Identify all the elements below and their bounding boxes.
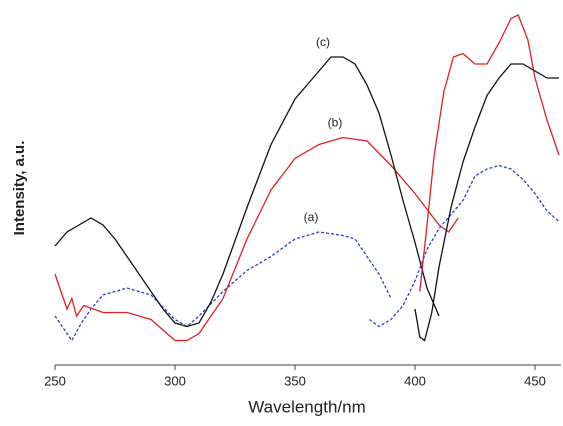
annotation: (c) xyxy=(316,35,330,49)
line xyxy=(54,231,392,342)
y-axis-title: Intensity, a.u. xyxy=(11,141,28,236)
x-tick-label: 250 xyxy=(44,373,66,388)
annotation: (a) xyxy=(304,210,319,224)
x-axis-title: Wavelength/nm xyxy=(248,397,365,416)
annotation: (b) xyxy=(328,116,343,130)
line xyxy=(54,56,440,328)
line xyxy=(414,63,559,342)
x-tick-label: 350 xyxy=(284,373,306,388)
x-tick-label: 400 xyxy=(404,373,426,388)
line xyxy=(419,14,560,292)
x-tick-label: 300 xyxy=(164,373,186,388)
line xyxy=(369,164,560,328)
x-tick-label: 450 xyxy=(524,373,546,388)
